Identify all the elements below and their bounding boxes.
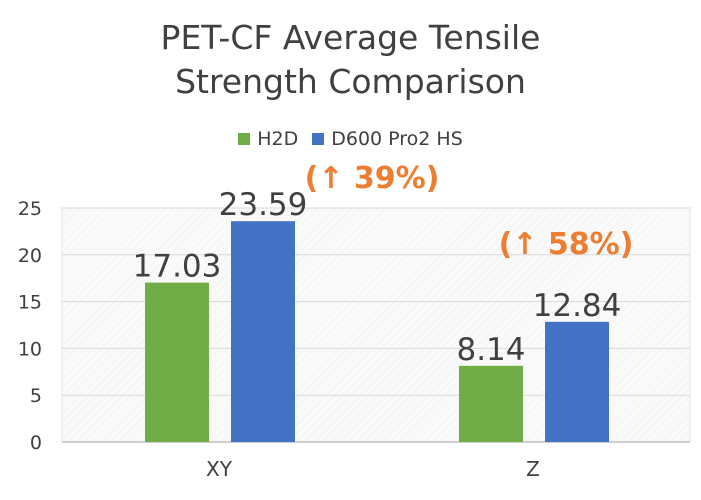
x-tick-label: XY	[206, 457, 233, 481]
data-label: 17.03	[133, 249, 222, 285]
y-tick-label: 20	[18, 245, 42, 267]
chart-title: PET-CF Average Tensile Strength Comparis…	[0, 16, 701, 104]
y-tick-label: 5	[30, 385, 42, 407]
y-tick-label: 25	[18, 198, 42, 220]
y-tick-label: 15	[18, 292, 42, 314]
chart-title-line-1: PET-CF Average Tensile	[160, 18, 541, 57]
data-label: 23.59	[219, 187, 308, 223]
legend-label-d600: D600 Pro2 HS	[331, 128, 463, 150]
bar-xy-h2d	[145, 282, 209, 442]
improvement-annotation: (↑ 58%)	[499, 227, 634, 262]
y-tick-label: 10	[18, 338, 42, 360]
data-label: 8.14	[456, 332, 525, 368]
bar-z-d600	[545, 321, 609, 442]
bar-z-h2d	[459, 365, 523, 442]
improvement-annotation: (↑ 39%)	[305, 161, 440, 196]
legend-swatch-d600	[312, 133, 325, 145]
x-tick-label: Z	[526, 457, 540, 481]
bar-xy-d600	[231, 221, 295, 442]
legend: H2D D600 Pro2 HS	[0, 128, 701, 150]
legend-item-d600: D600 Pro2 HS	[312, 128, 463, 150]
y-tick-label: 0	[30, 432, 42, 454]
data-label: 12.84	[533, 288, 622, 324]
legend-label-h2d: H2D	[257, 128, 299, 150]
chart-title-line-2: Strength Comparison	[175, 62, 526, 101]
legend-swatch-h2d	[238, 133, 251, 145]
legend-item-h2d: H2D	[238, 128, 298, 150]
